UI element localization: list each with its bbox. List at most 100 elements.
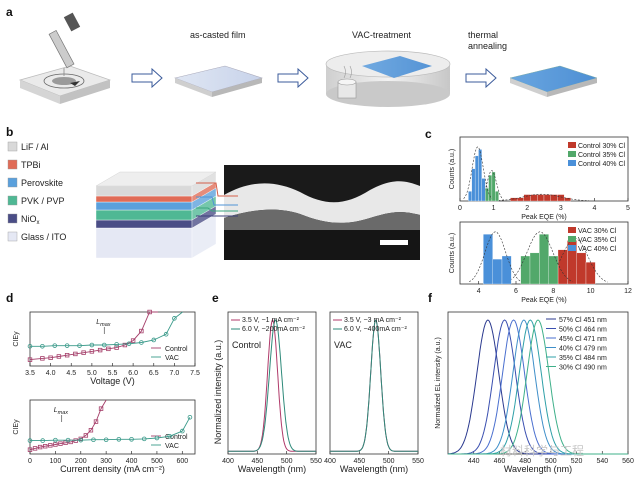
f-tick-label-5: 540 [596,458,608,465]
as-casted-film-illustration [173,65,264,97]
d-top-ylabel: CIEy [13,331,20,347]
chart-e-vac: 400 450 500 550 Wavelength (nm) 3.5 V, ~3 mA … [324,311,424,474]
d-bot-point-0-13 [93,419,99,424]
stack-top [95,171,217,187]
stack-front-4 [95,219,193,229]
c-bot-ylabel: Counts (a.u.) [449,233,456,273]
panel-c-letter: c [425,127,432,141]
d-bot-tick-label-5: 500 [151,458,163,465]
d-bot-annotation: Lmax [54,407,69,416]
c-top-bar-0-3 [530,194,538,202]
layer-swatch-3 [7,195,18,206]
c-bot-bar-0-3 [585,262,596,285]
arrow-1-icon [131,67,163,89]
d-top-point-1-7 [114,342,119,347]
vacuum-chamber-illustration [325,50,451,107]
panel-b: b LiF / Al TPBi Perovskite PVK / PVP NiOx Gla… [6,125,420,260]
e-ctrl-tick-label-2: 500 [281,458,293,465]
e-ctrl-tick-label-1: 450 [251,458,263,465]
d-top-point-0-14 [147,309,152,315]
step-label-annealing-line1: thermal [468,30,498,40]
d-top-point-0-3 [56,354,62,359]
c-bot-bar-2-1 [492,258,503,285]
c-top-bar-0-4 [537,194,545,202]
d-top-point-0-0 [27,357,33,362]
e-ctrl-name: Control [232,340,261,350]
e-ctrl-legend-label-1: 6.0 V, ~200mA cm⁻² [242,326,305,333]
c-top-bar-2-2 [474,155,479,202]
c-bot-legend-label-2: VAC 40% Cl [578,246,617,253]
d-bot-point-1-7 [116,437,122,442]
stack-front-5 [95,227,193,259]
arrow-3-icon [465,67,497,89]
d-bot-xlabel: Current density (mA cm⁻²) [60,464,165,474]
d-top-tick-label-0: 3.5 [25,370,35,377]
d-top-point-0-6 [81,350,86,355]
d-bot-point-0-5 [53,442,58,447]
e-vac-tick-label-0: 400 [324,458,336,465]
d-bot-point-1-2 [53,437,58,443]
c-bot-tick-label-3: 10 [587,288,595,295]
f-legend-label-2: 45% Cl 471 nm [559,336,607,343]
d-top-point-0-9 [106,346,111,352]
d-bot-tick-label-6: 600 [176,458,188,465]
c-bot-bar-0-2 [576,252,587,285]
c-top-bar-1-3 [495,191,499,202]
annealed-film-illustration [509,65,598,97]
c-bot-bar-1-0 [520,255,531,285]
d-bot-point-1-10 [154,435,160,441]
f-tick-label-6: 560 [622,458,634,465]
d-bot-point-0-7 [63,440,68,445]
d-top-point-0-2 [48,355,53,360]
layer-label-subscript: x [37,220,40,226]
layer-swatch-4 [7,213,18,224]
e-ctrl-tick-label-0: 400 [222,458,234,465]
f-tick-label-2: 480 [519,458,531,465]
c-bot-xlabel: Peak EQE (%) [521,297,567,304]
f-legend-label-0: 57% Cl 451 nm [559,317,607,324]
panel-a-letter: a [6,5,13,19]
watermark-text: 材料科学与工程 [500,443,584,458]
scale-bar [380,240,408,245]
c-top-fit-2 [463,146,493,199]
f-ylabel: Normalized EL intensity (a.u.) [435,337,442,429]
layer-label-1: TPBi [21,160,41,170]
d-bot-ylabel: CIEy [13,419,20,435]
d-top-point-1-10 [151,337,157,343]
f-tick-label-3: 500 [545,458,557,465]
c-top-bar-2-1 [471,168,476,202]
c-top-legend-swatch-1 [568,151,576,157]
d-bot-frame [29,399,196,455]
layer-label-2: Perovskite [21,178,63,188]
d-bot-point-1-0 [27,438,33,443]
c-top-tick-label-1: 1 [492,205,496,212]
d-bot-point-1-13 [187,414,193,420]
layer-swatch-5 [7,231,18,242]
d-top-point-0-7 [89,349,95,354]
d-top-point-0-1 [40,356,45,361]
step-label-vac: VAC-treatment [352,30,411,40]
d-top-line-1 [30,311,183,347]
d-top-line-0 [29,311,158,361]
panel-b-letter: b [6,125,13,139]
step-label-as-casted: as-casted film [190,30,246,40]
e-vac-legend-label-0: 3.5 V, ~3 mA cm⁻² [344,317,402,324]
d-bot-point-1-12 [180,428,185,434]
layer-label-nio: NiO [21,214,37,224]
e-ctrl-xlabel: Wavelength (nm) [238,464,306,474]
d-top-point-0-8 [97,347,103,353]
c-top-bar-0-8 [564,197,572,202]
chart-c-top: 0 1 2 3 4 5 Peak EQE (%) Counts (a.u.) Control 3… [449,136,630,221]
c-bot-legend-swatch-0 [568,227,576,233]
c-bot-bar-1-2 [539,234,549,285]
d-top-annotation: Lmax [96,319,111,328]
d-bot-point-1-1 [40,438,45,443]
e-vac-curve-1 [330,319,418,452]
d-top-point-1-11 [163,331,169,337]
e-vac-tick-label-2: 500 [383,458,395,465]
stack-front-2 [95,201,193,211]
d-top-tick-label-3: 5.0 [87,370,97,377]
d-bot-point-0-14 [98,406,104,411]
